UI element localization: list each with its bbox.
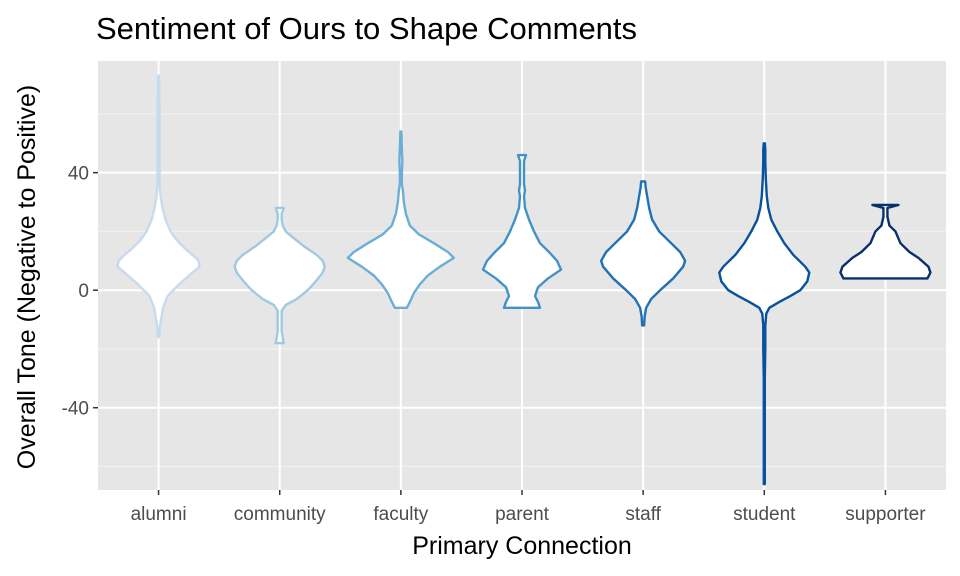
violin-staff xyxy=(599,180,687,327)
chart-title: Sentiment of Ours to Shape Comments xyxy=(96,11,637,46)
x-tick-label-community: community xyxy=(234,504,326,525)
y-tick-label: 40 xyxy=(68,164,89,185)
violins xyxy=(116,74,932,486)
y-tick-label: -40 xyxy=(62,399,89,420)
y-axis-title: Overall Tone (Negative to Positive) xyxy=(13,85,41,469)
violin-student xyxy=(718,142,811,486)
x-tick-label-staff: staff xyxy=(625,504,661,525)
x-axis-title: Primary Connection xyxy=(412,532,632,560)
violin-community xyxy=(233,206,326,345)
x-tick-label-supporter: supporter xyxy=(845,504,926,525)
x-tick-label-parent: parent xyxy=(495,504,550,525)
violin-faculty xyxy=(346,130,456,310)
y-axis-ticks: -40 0 40 xyxy=(62,164,98,420)
x-tick-label-alumni: alumni xyxy=(131,504,187,525)
violin-parent xyxy=(481,153,563,310)
violin-supporter xyxy=(839,203,932,280)
x-axis-ticks: alumni community faculty parent staff student… xyxy=(131,490,926,525)
x-tick-label-student: student xyxy=(733,504,796,525)
violin-alumni xyxy=(116,74,201,339)
y-tick-label: 0 xyxy=(78,281,89,302)
x-tick-label-faculty: faculty xyxy=(373,504,428,525)
